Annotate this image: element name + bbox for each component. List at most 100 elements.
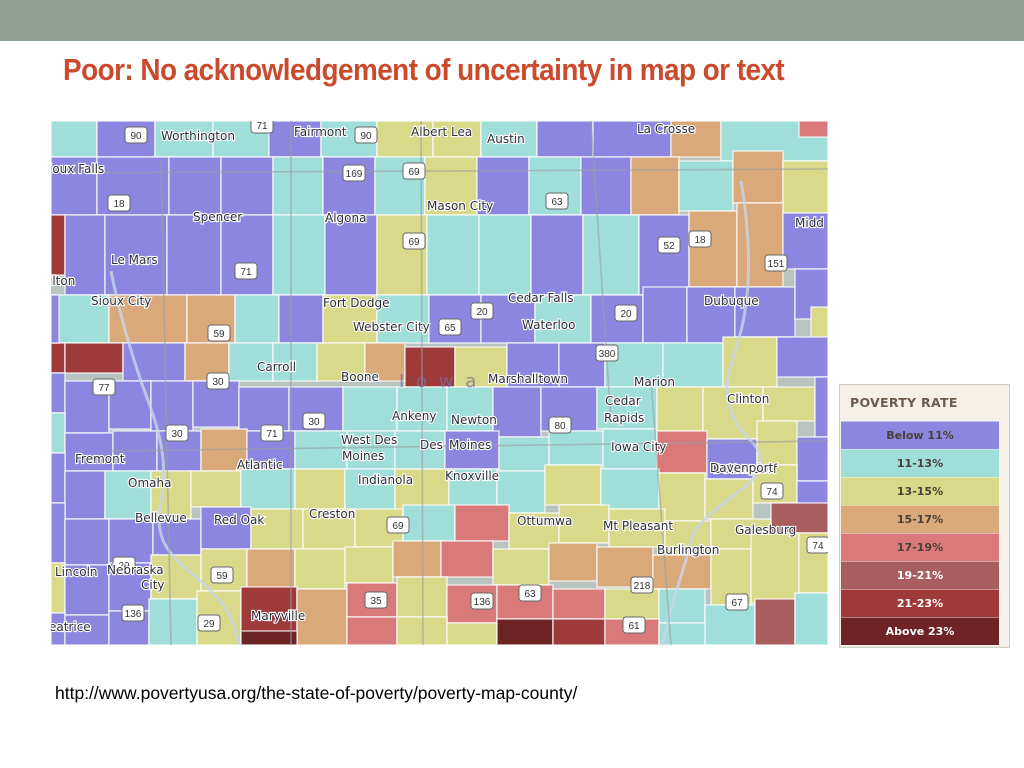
county (344, 468, 396, 512)
county (656, 386, 704, 432)
county (240, 630, 298, 645)
route-number: 380 (599, 349, 616, 360)
route-shield (630, 576, 654, 594)
county (294, 548, 346, 590)
county (122, 342, 186, 382)
route-number: 29 (203, 619, 215, 630)
city-label: City (141, 578, 165, 592)
county (446, 386, 494, 432)
county (148, 598, 198, 645)
route-number: 169 (346, 169, 363, 180)
route-shield (688, 230, 712, 248)
county (750, 532, 800, 604)
city-label: Bettendorf (713, 462, 778, 476)
county (324, 214, 378, 296)
county (704, 604, 756, 645)
county (706, 438, 758, 480)
route-shield (250, 121, 274, 134)
route-shield (548, 416, 572, 434)
city-label: Sioux City (91, 294, 151, 308)
city-label: Boone (341, 370, 379, 384)
route-number: 18 (694, 235, 706, 246)
city-label: Spencer (193, 210, 242, 224)
route-number: 69 (392, 521, 404, 532)
city-label: Mt Pleasant (603, 519, 673, 533)
route-shield (595, 344, 619, 362)
county (544, 464, 602, 506)
county (592, 121, 672, 158)
city-label: La Crosse (637, 122, 695, 136)
city-label: Davenport (710, 461, 774, 475)
county (228, 342, 274, 382)
county (794, 592, 828, 645)
route-shield (210, 566, 234, 584)
route-number: 29 (118, 561, 130, 572)
route-number: 136 (474, 597, 491, 608)
route-shield (197, 614, 221, 632)
county (294, 430, 348, 470)
city-label: West Des (341, 433, 397, 447)
route-number: 151 (768, 259, 785, 270)
county (530, 214, 584, 296)
city-label: Webster City (353, 320, 430, 334)
route-shield (107, 194, 131, 212)
highway-line (590, 121, 612, 422)
legend-item: Above 23% (841, 617, 999, 645)
city-label: Galesburg (735, 523, 796, 537)
city-label: Marshalltown (488, 372, 568, 386)
county (658, 588, 706, 624)
route-shield (354, 126, 378, 144)
route-number: 90 (360, 131, 372, 142)
county (754, 598, 796, 645)
city-label: Marion (634, 375, 675, 389)
city-label: ioux Falls (51, 162, 104, 176)
county (220, 214, 274, 296)
county (166, 214, 222, 296)
route-number: 71 (266, 429, 278, 440)
county (294, 468, 346, 510)
county (782, 212, 828, 270)
route-shield (302, 412, 326, 430)
city-label: Cedar Falls (508, 291, 574, 305)
county (64, 214, 106, 296)
county (376, 214, 428, 296)
route-number: 136 (125, 609, 142, 620)
county (492, 386, 542, 438)
source-url[interactable]: http://www.povertyusa.org/the-state-of-p… (55, 683, 578, 703)
city-label: Algona (325, 211, 366, 225)
county (64, 614, 110, 645)
route-shield (438, 318, 462, 336)
route-shield (470, 302, 494, 320)
city-label: Creston (309, 507, 355, 521)
route-shield (260, 424, 284, 442)
city-label: Ankeny (392, 409, 436, 423)
highway-line (650, 380, 672, 645)
route-number: 65 (444, 323, 456, 334)
county (51, 121, 98, 158)
route-number: 71 (256, 121, 268, 132)
route-shield (518, 584, 542, 602)
county (454, 346, 508, 388)
route-shield (207, 324, 231, 342)
route-shield (545, 192, 569, 210)
county (432, 121, 482, 158)
county (64, 432, 114, 472)
county (426, 214, 480, 296)
city-label: Nebraska (107, 563, 164, 577)
county (402, 504, 456, 542)
city-label: Le Mars (111, 253, 158, 267)
city-label: Fort Dodge (323, 296, 389, 310)
state-label: I o w a (399, 371, 479, 392)
route-number: 69 (408, 237, 420, 248)
city-label: Clinton (727, 392, 769, 406)
county (478, 214, 532, 296)
city-label: Ottumwa (517, 514, 572, 528)
missouri-river (109, 270, 243, 645)
county (580, 156, 632, 216)
county (446, 622, 498, 645)
county (548, 542, 598, 582)
legend-item: 19-21% (841, 561, 999, 589)
route-number: 30 (171, 429, 183, 440)
county (296, 588, 348, 645)
county (64, 470, 106, 520)
